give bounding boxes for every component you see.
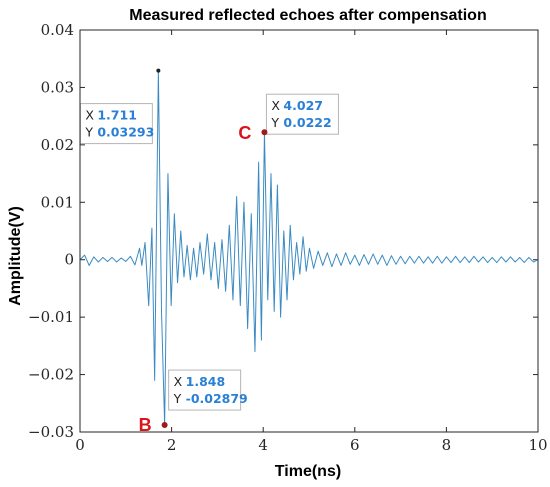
chart-title: Measured reflected echoes after compensa… [129, 7, 486, 24]
datatip-y-label: Y [173, 391, 182, 406]
datatip-x-label: X [271, 98, 280, 113]
datatip-x-value: 1.711 [97, 108, 137, 123]
x-tick-label: 0 [75, 436, 85, 454]
x-tick-label: 10 [528, 436, 547, 454]
y-tick-label: 0.04 [41, 21, 74, 39]
datatip-y-value: -0.02879 [186, 391, 248, 406]
datatip-marker [156, 68, 161, 73]
datatip-y-label: Y [84, 125, 93, 140]
x-axis-label: Time(ns) [275, 463, 341, 480]
y-axis-label: Amplitude(V) [7, 206, 24, 306]
datatip-x-value: 1.848 [186, 374, 226, 389]
datatip-C: X 4.027 Y 0.0222 C [238, 93, 339, 143]
datatip-x-label: X [174, 374, 183, 389]
datatip-x-value: 4.027 [283, 98, 323, 113]
datatip-y-label: Y [270, 115, 279, 130]
y-tick-label: 0.02 [41, 136, 74, 154]
x-tick-label: 8 [442, 436, 452, 454]
x-tick-label: 6 [350, 436, 360, 454]
y-tick-label: 0 [64, 251, 74, 269]
y-tick-label: 0.03 [41, 78, 74, 96]
y-tick-label: −0.02 [28, 366, 74, 384]
point-label-B: B [139, 415, 152, 435]
point-label-C: C [238, 123, 251, 143]
datatip-box [168, 369, 242, 411]
datatip-box [79, 103, 153, 145]
datatip-x-label: X [85, 108, 94, 123]
datatip-marker [161, 422, 168, 429]
datatip-y-value: 0.03293 [97, 125, 154, 140]
x-tick-label: 2 [167, 436, 177, 454]
y-tick-label: 0.01 [41, 193, 74, 211]
datatip-peak: X 1.711 Y 0.03293 [79, 68, 161, 145]
datatip-marker [261, 129, 268, 136]
y-tick-label: −0.03 [28, 423, 74, 441]
datatip-B: X 1.848 Y -0.02879 B [139, 369, 248, 435]
datatip-y-value: 0.0222 [283, 115, 331, 130]
axis-ticks: 0 2 4 6 8 10 −0.03 −0.02 −0.01 0 0.01 0.02 0.03 0.04 [28, 21, 548, 454]
plot-frame [79, 29, 539, 433]
x-tick-label: 4 [258, 436, 268, 454]
y-tick-label: −0.01 [28, 308, 74, 326]
datatip-box [265, 93, 339, 135]
